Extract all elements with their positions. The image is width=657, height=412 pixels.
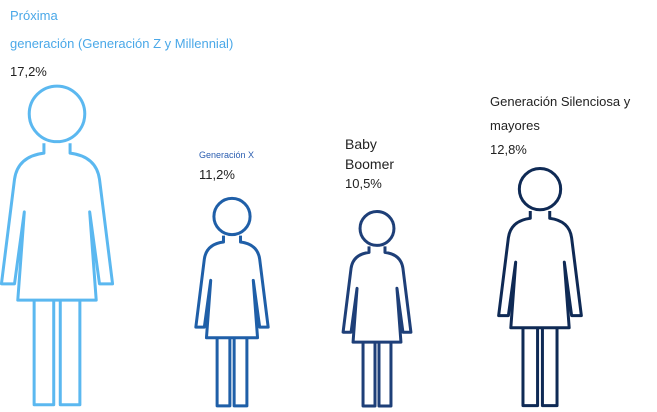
category-label: Generación Silenciosa y mayores (490, 94, 631, 133)
person-figure (499, 168, 582, 405)
label-block: Baby Boomer 10,5% (345, 134, 394, 194)
legs (523, 328, 557, 406)
category-label: Próxima generación (Generación Z y Mille… (10, 8, 234, 51)
legs (34, 300, 80, 405)
legs (217, 338, 247, 406)
legs (363, 342, 391, 406)
category-label: Generación X (199, 150, 255, 160)
head (360, 211, 394, 245)
value-label: 10,5% (345, 176, 382, 191)
person-figure (343, 211, 411, 406)
dress (196, 236, 268, 338)
dress (343, 246, 411, 342)
value-label: 12,8% (490, 142, 527, 157)
dress (499, 211, 582, 328)
label-block: Generación X 11,2% (199, 147, 254, 187)
label-block: Generación Silenciosa y mayores 12,8% (490, 90, 630, 162)
person-figure (1, 86, 112, 405)
head (519, 168, 560, 209)
person-figure (196, 198, 268, 405)
value-label: 11,2% (199, 167, 235, 182)
category-label: Baby Boomer (345, 136, 395, 172)
dress (1, 143, 112, 300)
value-label: 17,2% (10, 64, 47, 79)
head (214, 198, 250, 234)
label-block: Próxima generación (Generación Z y Mille… (10, 2, 233, 86)
head (29, 86, 85, 142)
